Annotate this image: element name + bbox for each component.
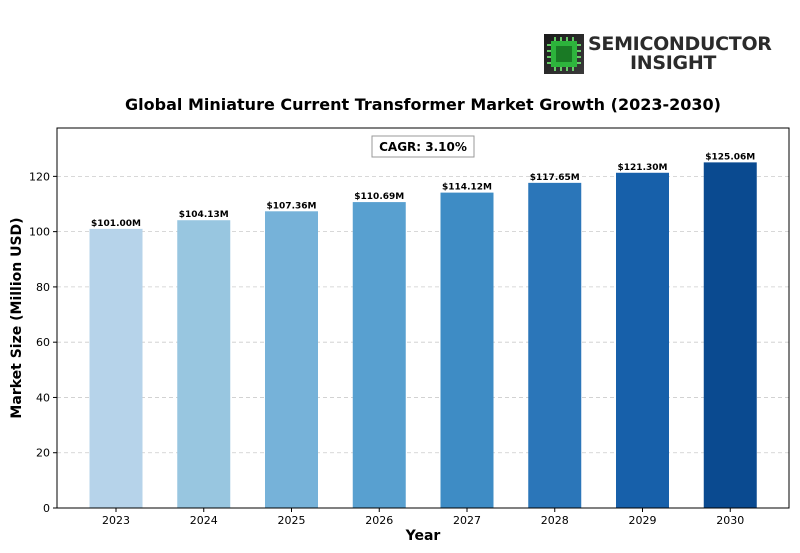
x-axis-ticks: 2023 2024 2025 2026 2027 2028 2029 2030	[102, 508, 744, 527]
y-tick-label: 120	[29, 170, 50, 183]
y-axis-ticks: 0 20 40 60 80 100 120	[29, 170, 57, 515]
bar-data-label: $104.13M	[179, 210, 229, 220]
bar-2027	[440, 192, 494, 508]
plot-frame	[56, 127, 790, 509]
x-tick-label: 2030	[716, 514, 744, 527]
chip-icon	[544, 34, 584, 74]
y-gridlines	[57, 175, 789, 454]
bar-data-label: $121.30M	[618, 163, 668, 173]
bar-2025	[265, 211, 318, 508]
x-tick-label: 2024	[190, 514, 218, 527]
cagr-annotation: CAGR: 3.10%	[371, 135, 475, 158]
y-tick-label: 80	[36, 281, 50, 294]
bar-data-label: $114.12M	[442, 183, 492, 193]
x-tick-label: 2026	[365, 514, 393, 527]
x-axis-label: Year	[405, 528, 441, 544]
bar-2024	[177, 220, 231, 509]
x-tick-label: 2029	[629, 514, 657, 527]
bar-2026	[352, 202, 406, 509]
logo-text-line2: INSIGHT	[630, 52, 717, 74]
semiconductor-insight-logo: SEMICONDUCTOR INSIGHT	[544, 33, 774, 75]
y-tick-label: 60	[36, 336, 50, 349]
x-tick-label: 2028	[541, 514, 569, 527]
bar-2029	[616, 172, 669, 508]
y-tick-label: 20	[36, 447, 50, 460]
y-axis-label: Market Size (Million USD)	[9, 217, 25, 418]
x-tick-label: 2027	[453, 514, 481, 527]
bar-data-labels: $101.00M $104.13M $107.36M $110.69M $114.12M…	[91, 152, 755, 228]
bar-2023	[89, 228, 143, 508]
y-tick-label: 40	[36, 391, 50, 404]
bar-2028	[528, 182, 582, 508]
bar-data-label: $107.36M	[267, 201, 317, 211]
y-tick-label: 0	[43, 502, 50, 515]
bar-data-label: $117.65M	[530, 173, 580, 183]
y-tick-label: 100	[29, 226, 50, 239]
chart-title: Global Miniature Current Transformer Mar…	[125, 95, 721, 114]
x-tick-label: 2023	[102, 514, 130, 527]
bar-data-label: $110.69M	[354, 192, 404, 202]
bars	[89, 162, 757, 509]
logo-text-line1: SEMICONDUCTOR	[588, 33, 772, 55]
bar-2030	[703, 162, 757, 508]
x-tick-label: 2025	[278, 514, 306, 527]
bar-data-label: $125.06M	[705, 152, 755, 162]
cagr-text: CAGR: 3.10%	[379, 140, 467, 154]
bar-data-label: $101.00M	[91, 219, 141, 229]
